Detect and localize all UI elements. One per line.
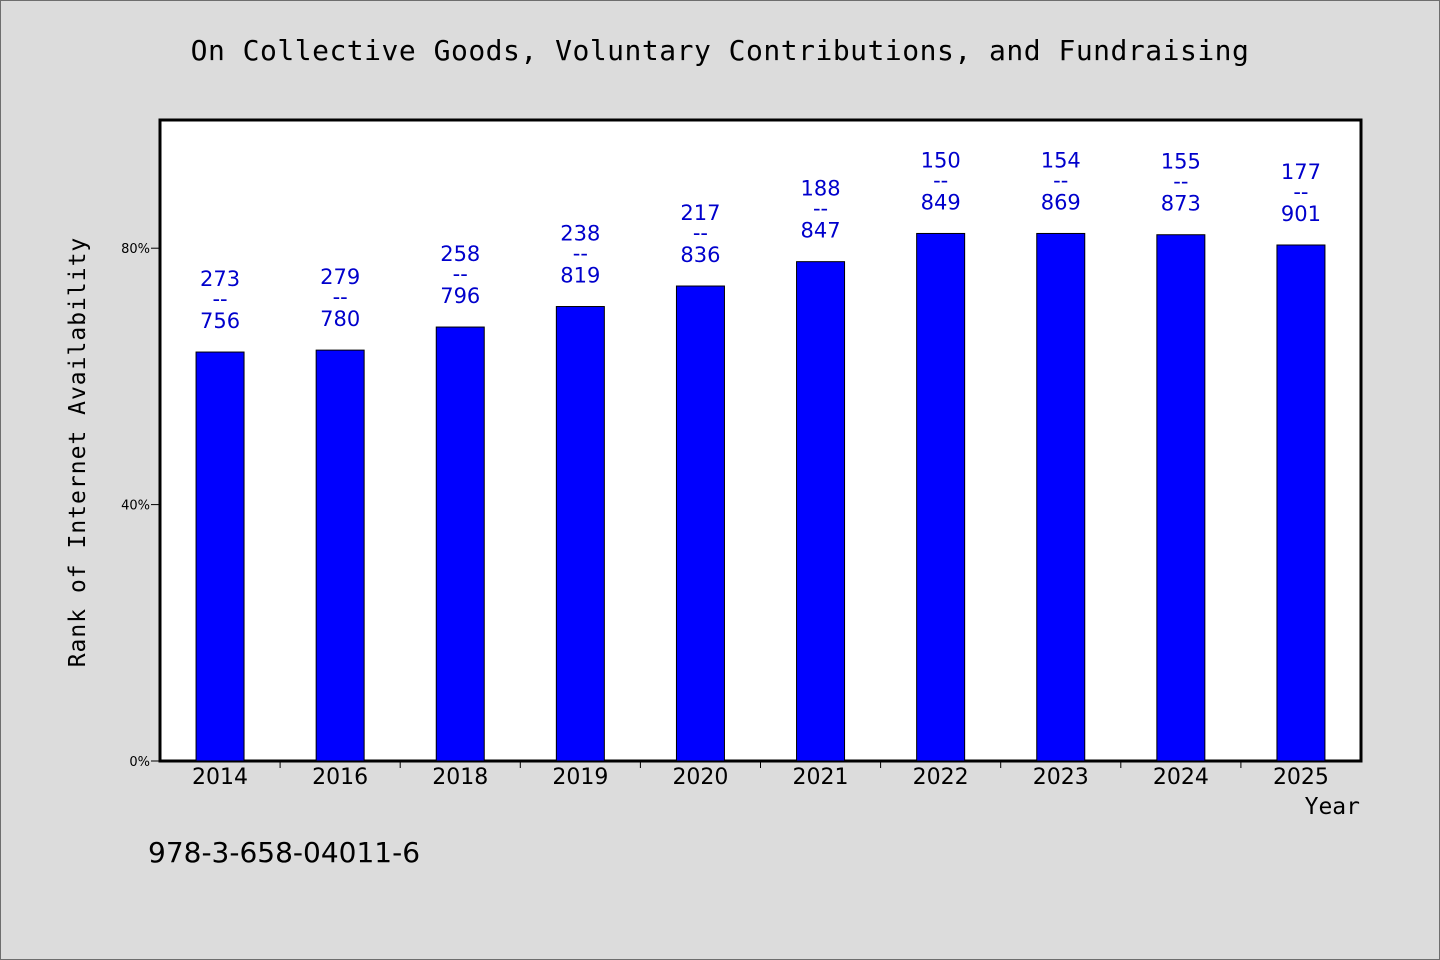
x-tick-label-2020: 2020 — [672, 765, 728, 790]
data-label-separator-2021: -- — [813, 197, 828, 221]
x-tick-label-2022: 2022 — [913, 765, 969, 790]
axis-layer: 2014 2016 2018 2019 2020 2021 2022 2023 2024 2025… — [121, 242, 1329, 790]
data-label-bottom-2016: 780 — [320, 307, 360, 331]
data-label-top-2018: 258 — [440, 242, 480, 266]
data-label-top-2023: 154 — [1041, 148, 1081, 172]
bar-2023 — [1036, 232, 1086, 762]
bar-2024 — [1156, 234, 1206, 762]
data-label-separator-2016: -- — [333, 285, 348, 309]
data-label-bottom-2014: 756 — [200, 309, 240, 333]
bar-2021 — [796, 261, 846, 762]
data-label-separator-2024: -- — [1173, 170, 1188, 194]
data-label-bottom-2020: 836 — [680, 243, 720, 267]
x-tick-label-2019: 2019 — [552, 765, 608, 790]
bar-2014 — [195, 351, 245, 762]
data-label-bottom-2024: 873 — [1161, 192, 1201, 216]
y-tick-label: 40% — [121, 499, 150, 514]
data-label-top-2024: 155 — [1161, 150, 1201, 174]
bar-2019 — [555, 306, 605, 762]
data-label-top-2014: 273 — [200, 267, 240, 291]
data-label-top-2021: 188 — [801, 177, 841, 201]
y-tick-label: 80% — [121, 242, 150, 257]
data-label-bottom-2022: 849 — [921, 190, 961, 214]
data-label-top-2025: 177 — [1281, 160, 1321, 184]
data-label-separator-2023: -- — [1053, 168, 1068, 192]
x-axis-label: Year — [1304, 794, 1360, 820]
x-tick-label-2014: 2014 — [192, 765, 248, 790]
data-label-separator-2019: -- — [573, 242, 588, 266]
x-tick-label-2025: 2025 — [1273, 765, 1329, 790]
bars-layer — [195, 232, 1326, 762]
bar-2018 — [435, 326, 485, 762]
y-tick-label: 0% — [129, 755, 150, 770]
data-label-separator-2022: -- — [933, 168, 948, 192]
data-label-bottom-2021: 847 — [801, 219, 841, 243]
data-label-top-2020: 217 — [680, 201, 720, 225]
data-labels-layer: 273--756279--780258--796238--819217--836… — [200, 148, 1321, 333]
isbn-text: 978-3-658-04011-6 — [148, 836, 421, 869]
data-label-top-2019: 238 — [560, 222, 600, 246]
chart-title: On Collective Goods, Voluntary Contribut… — [190, 34, 1250, 67]
data-label-separator-2018: -- — [453, 262, 468, 286]
data-label-bottom-2023: 869 — [1041, 190, 1081, 214]
data-label-bottom-2025: 901 — [1281, 202, 1321, 226]
bar-2022 — [916, 232, 966, 762]
x-tick-label-2018: 2018 — [432, 765, 488, 790]
y-axis-label: Rank of Internet Availability — [65, 236, 91, 668]
x-tick-label-2023: 2023 — [1033, 765, 1089, 790]
data-label-bottom-2018: 796 — [440, 284, 480, 308]
data-label-separator-2025: -- — [1293, 180, 1308, 204]
x-tick-label-2016: 2016 — [312, 765, 368, 790]
bar-2025 — [1276, 244, 1326, 762]
bar-2020 — [675, 285, 725, 762]
data-label-top-2016: 279 — [320, 265, 360, 289]
x-tick-label-2021: 2021 — [793, 765, 849, 790]
data-label-separator-2014: -- — [212, 287, 227, 311]
data-label-separator-2020: -- — [693, 221, 708, 245]
data-label-top-2022: 150 — [921, 148, 961, 172]
data-label-bottom-2019: 819 — [560, 264, 600, 288]
x-tick-label-2024: 2024 — [1153, 765, 1209, 790]
bar-2016 — [315, 349, 365, 762]
